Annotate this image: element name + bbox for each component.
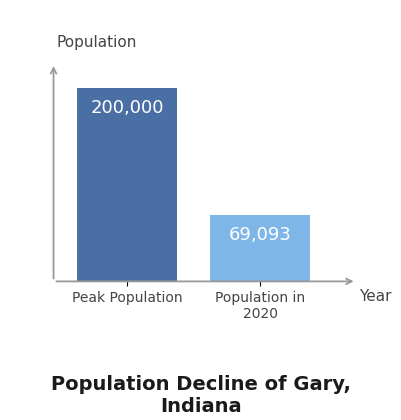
Bar: [210, 215, 310, 281]
Bar: [77, 88, 176, 281]
Text: 200,000: 200,000: [90, 100, 163, 118]
Text: Year: Year: [358, 289, 391, 304]
Text: Population: Population: [56, 35, 136, 50]
Text: 69,093: 69,093: [229, 226, 291, 244]
Text: Population Decline of Gary,
Indiana: Population Decline of Gary, Indiana: [51, 375, 350, 416]
